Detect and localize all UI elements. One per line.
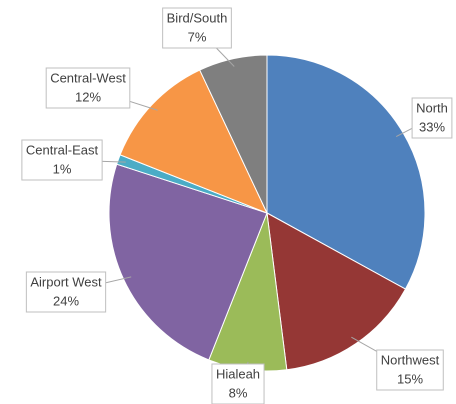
pie-slice	[119, 69, 268, 214]
label-box	[21, 139, 103, 181]
label-value: 15%	[397, 371, 423, 386]
label-value: 33%	[419, 119, 445, 134]
label-name: Central-West	[50, 70, 126, 85]
label-box	[211, 363, 265, 404]
data-label: Bird/South 7%	[162, 7, 232, 49]
label-box	[411, 97, 453, 139]
data-label: Northwest 15%	[376, 349, 444, 391]
label-value: 24%	[53, 293, 79, 308]
label-name: Northwest	[381, 352, 440, 367]
data-label: Central-East 1%	[21, 139, 103, 181]
label-value: 1%	[53, 161, 72, 176]
label-name: Hialeah	[216, 366, 260, 381]
label-value: 7%	[188, 29, 207, 44]
label-value: 8%	[229, 385, 248, 400]
label-box	[376, 349, 444, 391]
label-name: Bird/South	[167, 10, 228, 25]
pie-slice	[108, 163, 268, 361]
label-value: 12%	[75, 89, 101, 104]
data-label: Airport West 24%	[25, 271, 107, 313]
slices	[108, 54, 426, 372]
pie-slice	[266, 212, 407, 371]
label-name: Central-East	[26, 142, 99, 157]
label-box	[25, 271, 107, 313]
label-name: Airport West	[30, 274, 102, 289]
label-box	[45, 67, 131, 109]
pie-slice	[199, 54, 268, 214]
labels: North 33% Northwest 15% Hialeah 8% Airport Wes…	[21, 7, 453, 404]
label-box	[162, 7, 232, 49]
label-name: North	[416, 100, 448, 115]
data-label: Hialeah 8%	[211, 363, 265, 404]
data-label: North 33%	[411, 97, 453, 139]
data-label: Central-West 12%	[45, 67, 131, 109]
